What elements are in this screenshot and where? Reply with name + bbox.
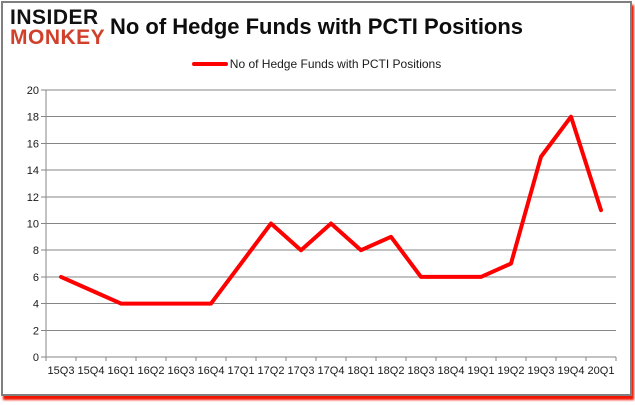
x-tick-label: 17Q3 <box>288 365 315 377</box>
line-chart: 0 2 4 6 8 10 12 14 16 18 20 15Q3 15Q4 16Q1 16Q2 16Q3 16Q… <box>27 85 617 377</box>
x-tick-label: 18Q4 <box>438 365 465 377</box>
chart-card: INSIDER MONKEY No of Hedge Funds with PC… <box>1 1 632 396</box>
x-tick-label: 16Q3 <box>168 365 195 377</box>
x-tick-label: 15Q3 <box>48 365 75 377</box>
y-tick-label: 20 <box>27 85 39 97</box>
x-tick-label: 19Q4 <box>558 365 585 377</box>
logo-insider-text: INSIDER <box>10 6 99 29</box>
y-tick-label: 14 <box>27 165 39 177</box>
x-tick-label: 16Q1 <box>108 365 135 377</box>
x-tick-label: 19Q3 <box>528 365 555 377</box>
logo-monkey-text: MONKEY <box>10 25 106 49</box>
x-tick-label: 18Q1 <box>348 365 375 377</box>
y-tick-label: 10 <box>27 219 39 231</box>
x-tick-label: 17Q2 <box>258 365 285 377</box>
series-line <box>59 114 603 306</box>
x-tick-label: 18Q3 <box>408 365 435 377</box>
y-tick-label: 4 <box>33 299 39 311</box>
x-tick-label: 16Q2 <box>138 365 165 377</box>
y-tick-label: 12 <box>27 192 39 204</box>
y-tick-label: 0 <box>33 352 39 364</box>
y-tick-label: 18 <box>27 112 39 124</box>
x-tick-label: 18Q2 <box>378 365 405 377</box>
y-tick-label: 6 <box>33 272 39 284</box>
x-tick-label: 16Q4 <box>198 365 225 377</box>
x-tick-label: 20Q1 <box>588 365 615 377</box>
legend-line-swatch <box>191 62 228 66</box>
chart-title: No of Hedge Funds with PCTI Positions <box>109 14 524 39</box>
legend-label: No of Hedge Funds with PCTI Positions <box>229 57 442 71</box>
x-tick-label: 17Q1 <box>228 365 255 377</box>
chart-legend: No of Hedge Funds with PCTI Positions <box>3 56 630 72</box>
insider-monkey-logo: INSIDER MONKEY <box>10 6 106 49</box>
x-tick-label: 17Q4 <box>318 365 345 377</box>
y-tick-label: 2 <box>33 325 39 337</box>
y-tick-label: 8 <box>33 245 39 257</box>
x-tick-label: 15Q4 <box>78 365 105 377</box>
x-tick-label: 19Q2 <box>498 365 525 377</box>
y-tick-label: 16 <box>27 138 39 150</box>
x-tick-label: 19Q1 <box>468 365 495 377</box>
